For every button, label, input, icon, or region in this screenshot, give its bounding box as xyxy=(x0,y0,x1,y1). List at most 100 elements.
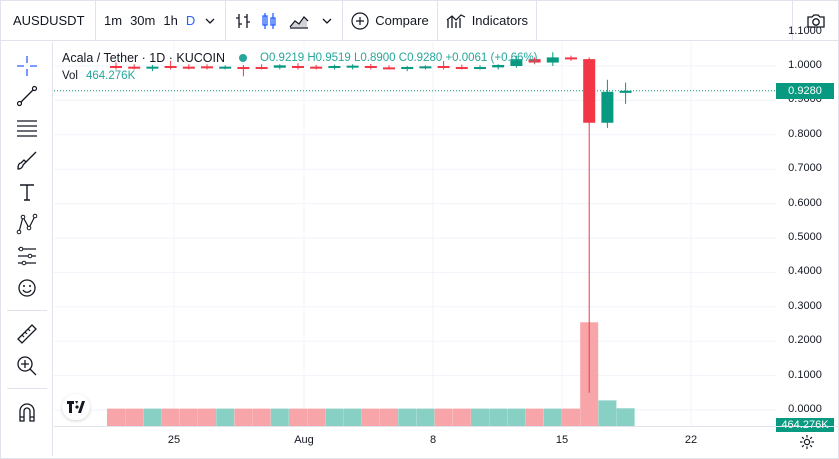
volume-bar xyxy=(507,408,526,426)
settings-button[interactable] xyxy=(776,426,838,456)
volume-bar xyxy=(289,408,307,426)
drawing-toolbar xyxy=(1,42,53,456)
indicators-button[interactable]: Indicators xyxy=(438,1,536,41)
volume-bar xyxy=(234,408,253,426)
volume-legend: Vol 464.276K xyxy=(62,70,135,82)
candle-body xyxy=(219,66,232,69)
volume-bar xyxy=(107,408,125,426)
indicators-label: Indicators xyxy=(471,13,529,28)
price-tick: 0.4000 xyxy=(788,265,822,278)
pattern-icon[interactable] xyxy=(15,212,39,236)
text-tool-icon[interactable] xyxy=(15,180,39,204)
candle-body xyxy=(583,59,596,123)
series-title[interactable]: Acala / Tether · 1D · KUCOIN xyxy=(62,51,226,65)
chevron-down-icon[interactable] xyxy=(199,1,221,41)
volume-bar xyxy=(361,408,380,426)
timeframe-1h[interactable]: 1h xyxy=(163,13,178,28)
brush-icon[interactable] xyxy=(15,148,39,172)
candle-body xyxy=(492,64,505,68)
price-tick: 0.0000 xyxy=(788,403,822,415)
timeframe-d[interactable]: D xyxy=(185,13,196,28)
candle-body xyxy=(601,91,614,123)
chevron-down-icon[interactable] xyxy=(316,1,338,41)
volume-bar xyxy=(452,408,471,426)
time-tick: Aug xyxy=(294,434,314,446)
candle-body xyxy=(110,66,122,68)
time-axis[interactable]: 25 Aug 8 15 22 xyxy=(54,426,776,456)
candle-body xyxy=(146,66,159,69)
bars-chart-icon[interactable] xyxy=(232,1,254,41)
crosshair-icon[interactable] xyxy=(15,54,39,78)
price-tick: 0.3000 xyxy=(788,299,822,312)
price-tick: 0.8000 xyxy=(788,127,822,140)
trend-line-icon[interactable] xyxy=(15,84,39,108)
candle-body xyxy=(255,67,268,70)
toolbar-divider xyxy=(7,388,47,389)
time-tick: 22 xyxy=(684,434,698,446)
symbol-search[interactable]: AUSDUSDT xyxy=(13,13,85,28)
price-chart[interactable] xyxy=(54,42,776,426)
toolbar-divider xyxy=(436,0,438,41)
toolbar-divider xyxy=(225,0,227,41)
volume-tag: 464.276K xyxy=(776,418,834,432)
volume-bar xyxy=(398,408,417,426)
toolbar-divider xyxy=(95,0,96,41)
volume-bar xyxy=(307,408,326,426)
top-toolbar: AUSDUSDT 1m 30m 1h D Compare Indicators xyxy=(1,0,838,41)
volume-bar xyxy=(161,408,180,426)
candle-body xyxy=(619,90,632,93)
zoom-in-icon[interactable] xyxy=(15,354,39,378)
timeframe-30m[interactable]: 30m xyxy=(130,13,156,28)
volume-bar xyxy=(325,408,344,426)
price-tick: 1.0000 xyxy=(788,59,822,71)
volume-bar xyxy=(252,408,271,426)
ruler-icon[interactable] xyxy=(15,322,39,346)
indicators-icon xyxy=(446,13,465,28)
volume-label[interactable]: Vol xyxy=(62,70,78,82)
volume-bar xyxy=(416,408,435,426)
camera-icon xyxy=(806,14,825,28)
volume-bar xyxy=(471,408,489,426)
volume-value: 464.276K xyxy=(86,70,136,82)
price-axis[interactable]: 1.1000 1.0000 0.9000 0.8000 0.7000 0.6000 0.50… xyxy=(776,25,838,432)
area-chart-icon[interactable] xyxy=(286,1,312,41)
candle-body xyxy=(310,66,323,69)
magnet-icon[interactable] xyxy=(15,400,39,424)
volume-bar xyxy=(143,408,162,426)
gear-icon xyxy=(800,434,814,449)
candle-body xyxy=(419,66,432,69)
volume-bar xyxy=(343,408,362,426)
candle-body xyxy=(346,65,359,68)
compare-button[interactable]: Compare xyxy=(343,1,436,41)
volume-bar xyxy=(489,408,508,426)
volume-bar xyxy=(198,408,216,426)
volume-bar xyxy=(270,408,289,426)
candle-body xyxy=(383,67,395,70)
volume-bar xyxy=(616,408,635,426)
candle-body xyxy=(364,66,377,68)
toolbar-divider xyxy=(7,310,47,311)
price-tick: 0.7000 xyxy=(788,162,822,175)
price-tick: 0.2000 xyxy=(788,334,822,347)
fib-retracement-icon[interactable] xyxy=(15,116,39,140)
volume-bar xyxy=(543,408,562,426)
emoji-icon[interactable] xyxy=(15,276,39,300)
price-tick: 1.1000 xyxy=(788,24,822,37)
time-tick: 15 xyxy=(555,434,569,446)
candle-body xyxy=(273,65,286,68)
candle-body xyxy=(474,67,486,70)
volume-bar xyxy=(125,408,144,426)
candles-chart-icon[interactable] xyxy=(258,1,280,41)
prediction-icon[interactable] xyxy=(15,244,39,268)
price-tick: 0.5000 xyxy=(788,231,822,243)
toolbar-divider xyxy=(342,0,344,41)
volume-bar xyxy=(598,400,617,426)
tradingview-logo[interactable] xyxy=(62,394,90,420)
toolbar-divider xyxy=(536,0,538,41)
snapshot-button[interactable] xyxy=(792,1,838,41)
timeframe-1m[interactable]: 1m xyxy=(104,13,123,28)
last-price-tag: 0.9280 xyxy=(776,82,834,99)
candle-body xyxy=(401,67,414,70)
chart-pane[interactable] xyxy=(54,42,776,426)
volume-bar xyxy=(525,408,544,426)
